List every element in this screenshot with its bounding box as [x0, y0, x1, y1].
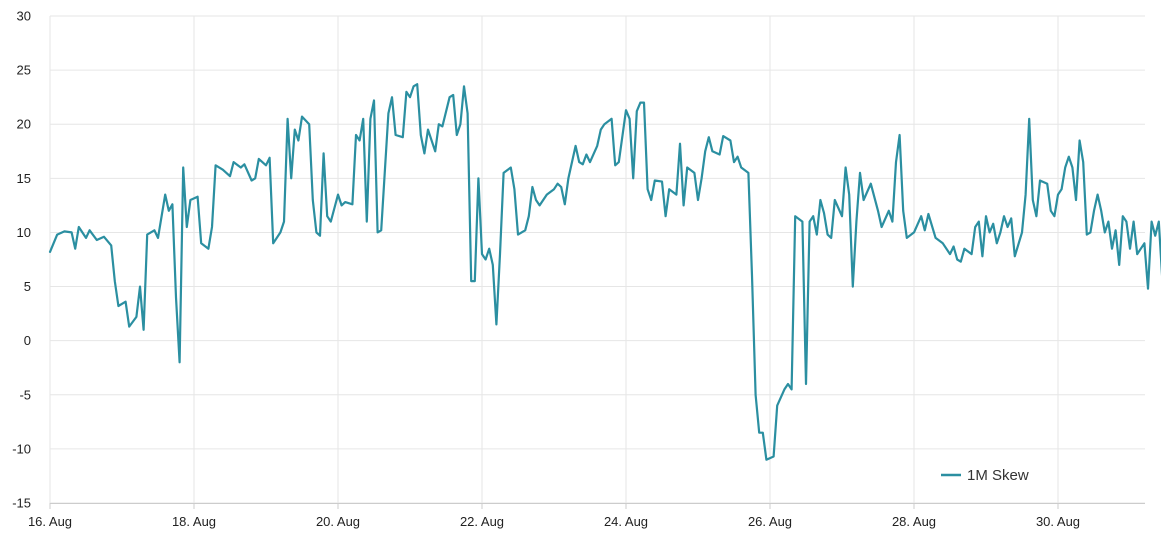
y-tick-label: 5	[24, 279, 31, 294]
x-axis-ticks: 16. Aug 18. Aug 20. Aug 22. Aug 24. Aug 26. A…	[28, 503, 1080, 529]
x-tick-label: 28. Aug	[892, 514, 936, 529]
x-tick-label: 16. Aug	[28, 514, 72, 529]
y-axis-ticks: 30 25 20 15 10 5 0 -5 -10 -15	[12, 9, 31, 511]
y-tick-label: 20	[17, 117, 31, 132]
x-tick-label: 18. Aug	[172, 514, 216, 529]
y-tick-label: -15	[12, 496, 31, 511]
grid	[49, 15, 1145, 504]
y-tick-label: 15	[17, 171, 31, 186]
y-tick-label: 10	[17, 225, 31, 240]
y-tick-label: -10	[12, 441, 31, 456]
y-tick-label: -5	[19, 387, 31, 402]
legend[interactable]: 1M Skew	[941, 467, 1029, 484]
series-group	[48, 83, 1161, 461]
y-tick-label: 25	[17, 63, 31, 78]
y-tick-label: 0	[24, 333, 31, 348]
x-tick-label: 22. Aug	[460, 514, 504, 529]
series-line-1m-skew	[48, 83, 1161, 461]
x-tick-label: 30. Aug	[1036, 514, 1080, 529]
legend-label: 1M Skew	[967, 467, 1029, 484]
y-tick-label: 30	[17, 9, 31, 24]
x-tick-label: 20. Aug	[316, 514, 360, 529]
x-tick-label: 24. Aug	[604, 514, 648, 529]
x-tick-label: 26. Aug	[748, 514, 792, 529]
